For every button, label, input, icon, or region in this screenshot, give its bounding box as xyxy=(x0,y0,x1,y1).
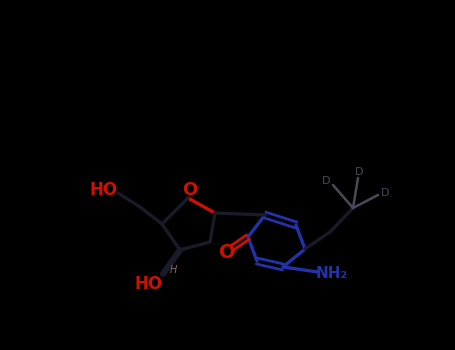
Text: HO: HO xyxy=(135,275,163,293)
Text: O: O xyxy=(219,244,235,262)
Text: D: D xyxy=(322,176,330,186)
Text: D: D xyxy=(355,167,363,177)
Text: H: H xyxy=(169,265,177,275)
Text: O: O xyxy=(182,181,197,199)
Text: D: D xyxy=(381,188,389,198)
Text: HO: HO xyxy=(90,181,118,199)
Text: NH₂: NH₂ xyxy=(316,266,348,280)
